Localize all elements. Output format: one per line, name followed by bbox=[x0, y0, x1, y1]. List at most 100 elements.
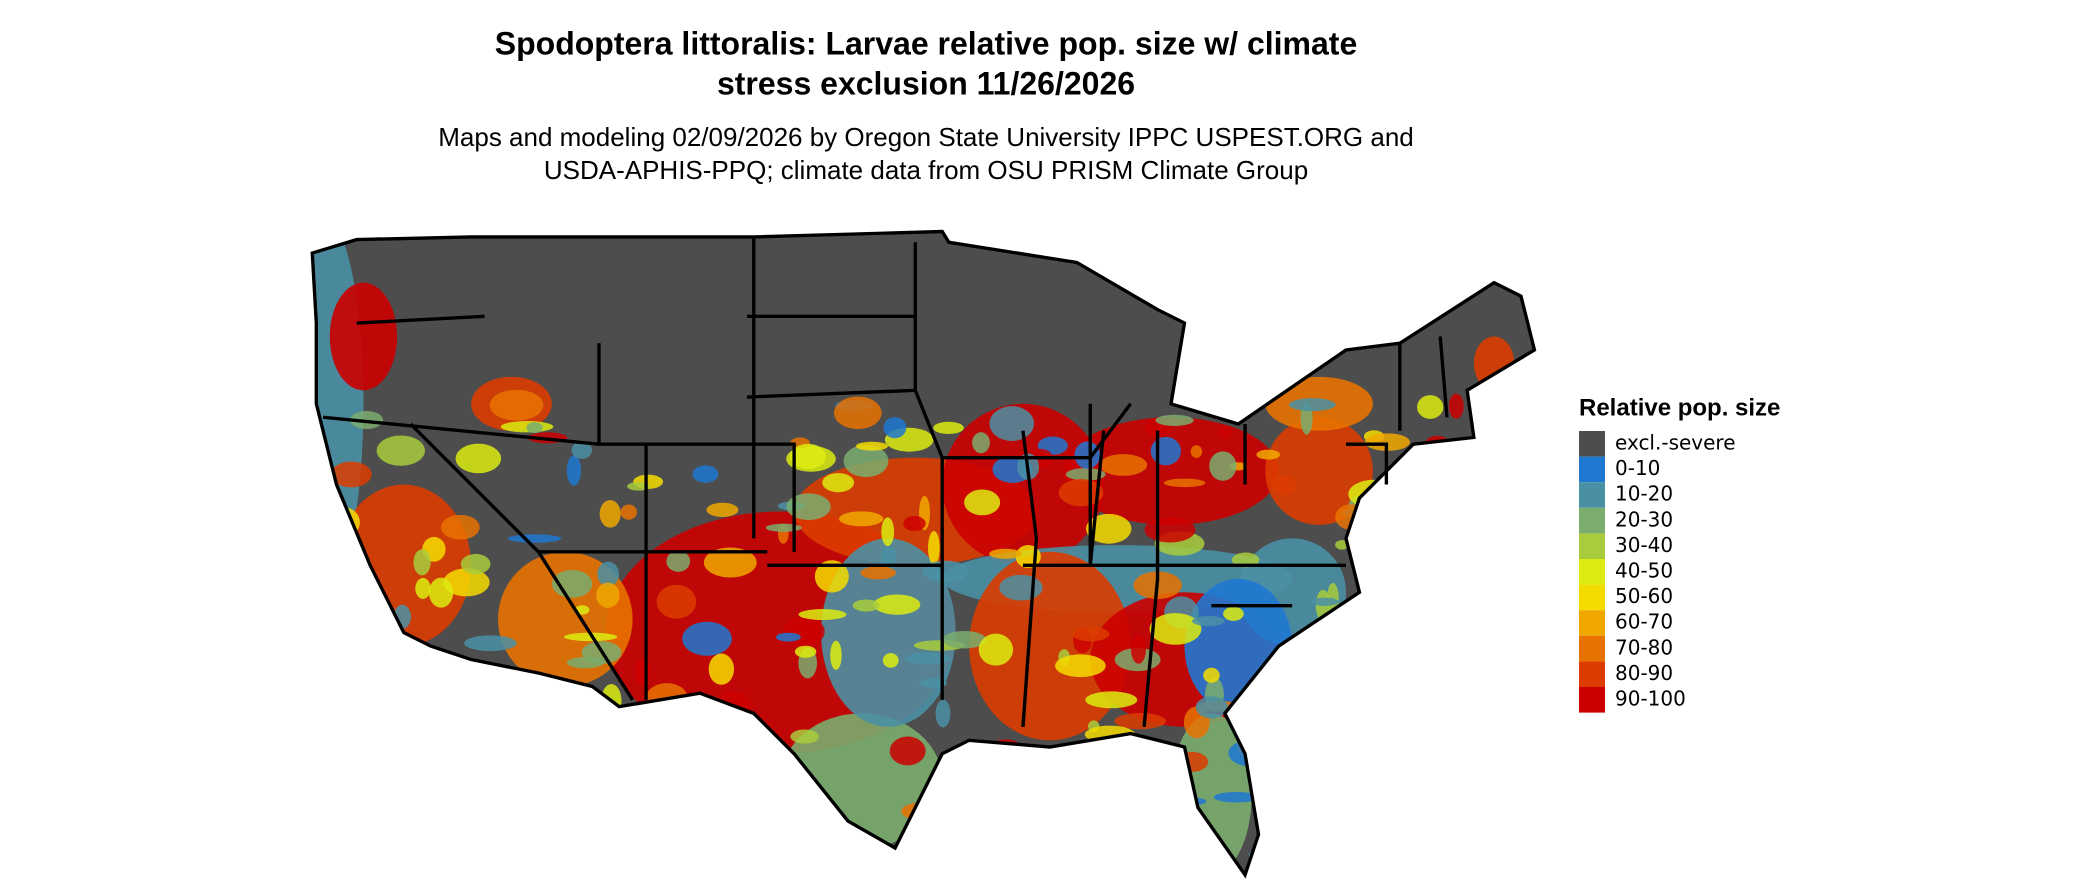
heat-patch bbox=[834, 396, 882, 430]
heat-patch bbox=[489, 389, 544, 421]
heat-patch bbox=[1357, 696, 1388, 732]
heat-patch bbox=[790, 443, 827, 470]
heat-patch bbox=[1370, 502, 1420, 524]
heat-patch bbox=[978, 633, 1014, 666]
heat-patch bbox=[507, 534, 562, 543]
heat-patch bbox=[506, 751, 558, 778]
heat-patch bbox=[1448, 393, 1464, 419]
heat-patch bbox=[1425, 595, 1445, 617]
heat-patch bbox=[313, 582, 338, 609]
map-subtitle: Maps and modeling 02/09/2026 by Oregon S… bbox=[438, 122, 1414, 152]
heat-patch bbox=[1364, 433, 1411, 451]
heat-patch bbox=[666, 550, 691, 572]
heat-patch bbox=[316, 555, 357, 564]
heat-patch bbox=[682, 621, 732, 656]
heat-patch bbox=[933, 421, 964, 435]
heat-patch bbox=[692, 465, 719, 483]
heat-patch bbox=[708, 653, 735, 685]
heat-patch bbox=[618, 814, 671, 850]
heat-patch bbox=[1167, 797, 1207, 806]
heat-patch bbox=[977, 813, 989, 831]
heat-patch bbox=[526, 422, 543, 434]
heat-patch bbox=[1190, 445, 1203, 458]
heat-patch bbox=[382, 684, 410, 701]
heat-patch bbox=[606, 794, 648, 820]
heat-patch bbox=[830, 640, 842, 670]
state-borders bbox=[310, 229, 1537, 879]
heat-patch bbox=[1097, 814, 1116, 844]
heat-patch bbox=[994, 840, 1024, 875]
legend-swatch bbox=[1579, 482, 1605, 508]
heat-patch bbox=[1086, 513, 1132, 544]
heat-patch bbox=[317, 735, 348, 764]
heat-patch bbox=[1387, 615, 1403, 636]
legend-label: 70-80 bbox=[1615, 635, 1673, 659]
heat-patch bbox=[1380, 778, 1431, 808]
heat-patch bbox=[1163, 478, 1206, 488]
heat-patch bbox=[599, 500, 621, 528]
heat-patch bbox=[1271, 475, 1297, 496]
heat-patch bbox=[706, 502, 739, 517]
heat-patch bbox=[1311, 597, 1339, 606]
legend-swatch bbox=[1579, 687, 1605, 713]
heat-patch bbox=[464, 635, 517, 652]
heat-patch bbox=[1453, 619, 1481, 638]
heat-patch bbox=[873, 594, 921, 615]
heat-patch bbox=[603, 757, 647, 791]
heat-patch bbox=[822, 473, 855, 493]
heat-patch bbox=[1376, 711, 1389, 733]
heat-patch bbox=[460, 553, 491, 575]
map-title: stress exclusion 11/26/2026 bbox=[717, 65, 1135, 101]
heat-patch bbox=[783, 616, 825, 647]
legend-label: excl.-severe bbox=[1615, 431, 1736, 455]
heat-patch bbox=[405, 802, 420, 812]
legend-label: 20-30 bbox=[1615, 507, 1673, 531]
heat-patch bbox=[580, 779, 599, 789]
heat-patch bbox=[1108, 791, 1138, 810]
heat-patch bbox=[364, 800, 418, 813]
heat-patch bbox=[1377, 734, 1431, 748]
heat-patch bbox=[656, 584, 697, 619]
heat-patch bbox=[1297, 638, 1331, 653]
heat-patch bbox=[1438, 546, 1490, 566]
heat-patch bbox=[443, 568, 490, 597]
heat-patch bbox=[1072, 626, 1110, 642]
heat-patch bbox=[1443, 480, 1460, 490]
heat-patch bbox=[634, 658, 652, 686]
heat-patch bbox=[1327, 582, 1339, 614]
legend-label: 50-60 bbox=[1615, 584, 1673, 608]
heat-patch bbox=[324, 634, 371, 665]
heat-patch bbox=[1336, 820, 1364, 855]
heat-patch bbox=[928, 530, 940, 565]
heat-patch bbox=[889, 736, 926, 766]
heat-patch bbox=[407, 736, 450, 751]
heat-patch bbox=[597, 561, 620, 587]
heat-patch bbox=[934, 841, 974, 873]
heat-patch bbox=[1402, 554, 1431, 580]
heat-patch bbox=[786, 493, 831, 521]
heat-patch bbox=[438, 724, 479, 734]
heat-patch bbox=[683, 815, 703, 831]
heat-patch bbox=[411, 841, 442, 873]
legend-label: 80-90 bbox=[1615, 661, 1673, 685]
legend-swatch bbox=[1579, 431, 1605, 457]
legend-swatch bbox=[1579, 559, 1605, 585]
heat-patch bbox=[1184, 578, 1293, 714]
heat-patch bbox=[1144, 517, 1196, 543]
heat-patch bbox=[457, 773, 498, 782]
heat-patch bbox=[904, 652, 951, 665]
heat-patch bbox=[624, 838, 656, 874]
heat-patch bbox=[475, 812, 510, 828]
legend-label: 60-70 bbox=[1615, 610, 1673, 634]
heat-patch bbox=[852, 599, 880, 612]
heat-patch bbox=[1055, 654, 1106, 678]
legend-title: Relative pop. size bbox=[1579, 394, 1780, 421]
heat-patch bbox=[1150, 436, 1181, 466]
heat-patch bbox=[1074, 441, 1101, 469]
heat-patch bbox=[1455, 510, 1469, 540]
heat-patch bbox=[367, 692, 388, 727]
heat-patch bbox=[313, 654, 360, 687]
heat-patch bbox=[1281, 829, 1310, 852]
heat-patch bbox=[329, 282, 398, 391]
heat-patch bbox=[989, 406, 1035, 441]
